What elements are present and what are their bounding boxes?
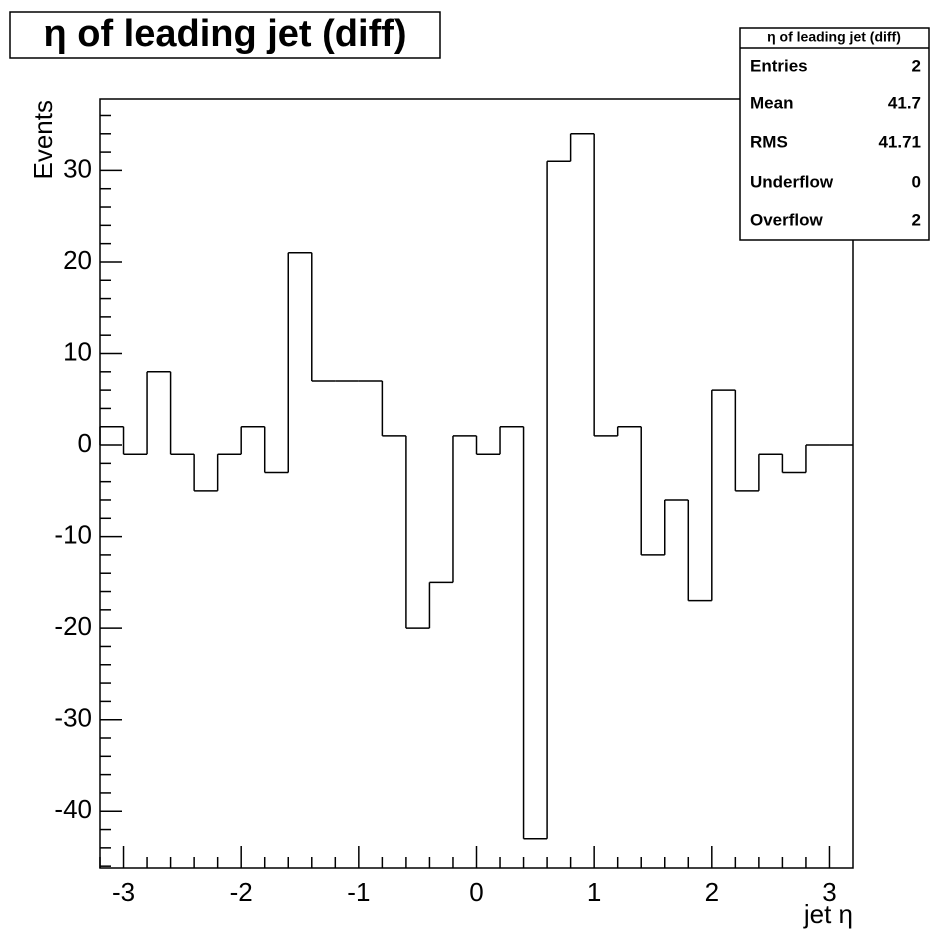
y-tick-label: 10 [63, 336, 92, 366]
stats-label: Underflow [750, 172, 834, 191]
stats-label: RMS [750, 132, 788, 151]
stats-value: 41.7 [888, 93, 921, 112]
y-tick-label: -10 [54, 519, 92, 549]
stats-label: Mean [750, 93, 793, 112]
stats-box [739, 27, 930, 241]
y-tick-label: -30 [54, 703, 92, 733]
y-axis-label: Events [28, 100, 58, 180]
stats-value: 41.71 [878, 132, 921, 151]
y-tick-label: 30 [63, 153, 92, 183]
stats-label: Overflow [750, 210, 824, 229]
x-tick-label: 1 [587, 877, 601, 907]
stats-label: Entries [750, 56, 808, 75]
stats-value: 2 [912, 210, 921, 229]
x-tick-label: 3 [822, 877, 836, 907]
y-tick-label: 20 [63, 245, 92, 275]
x-tick-label: -2 [230, 877, 253, 907]
y-tick-label: 0 [78, 428, 92, 458]
x-tick-label: -3 [112, 877, 135, 907]
x-tick-label: -1 [347, 877, 370, 907]
x-tick-label: 2 [705, 877, 719, 907]
y-tick-label: -40 [54, 794, 92, 824]
stats-value: 0 [912, 172, 921, 191]
x-tick-label: 0 [469, 877, 483, 907]
x-axis-label: jet η [803, 899, 853, 929]
stats-title: η of leading jet (diff) [767, 29, 901, 45]
chart-title: η of leading jet (diff) [43, 13, 406, 55]
title-box [9, 11, 441, 59]
stats-value: 2 [912, 56, 921, 75]
y-tick-label: -20 [54, 611, 92, 641]
